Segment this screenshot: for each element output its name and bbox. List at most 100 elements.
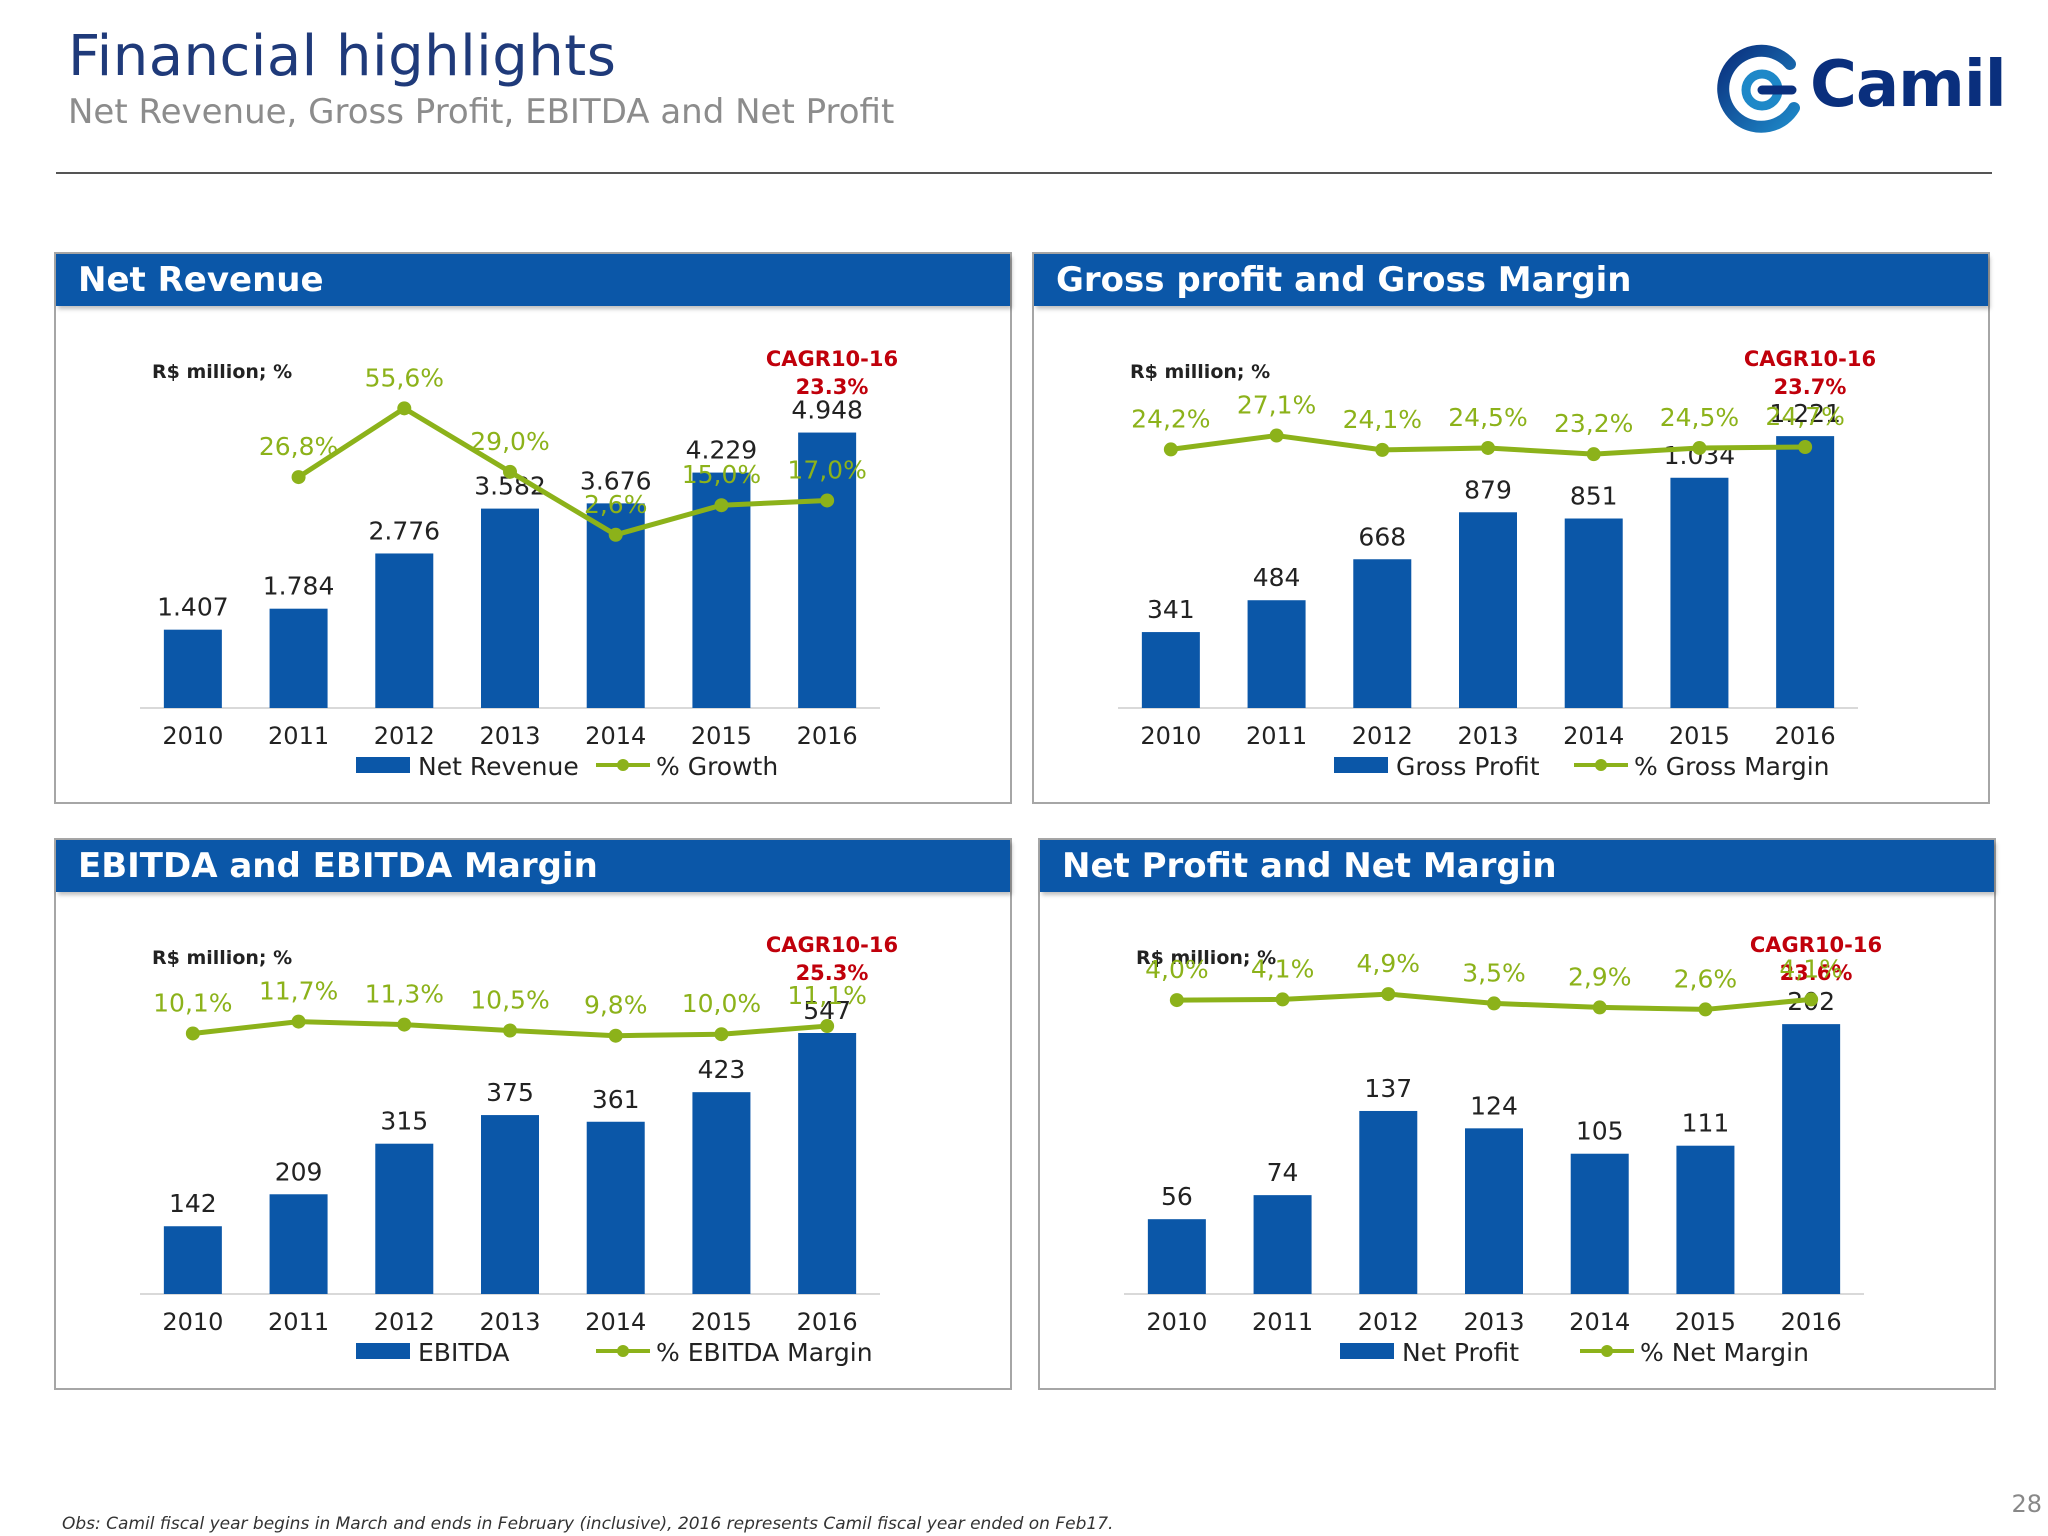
bar-data-label: 2.776 [368, 516, 440, 545]
bar [1141, 632, 1200, 708]
x-tick-label: 2016 [1781, 1308, 1842, 1336]
x-tick-label: 2015 [691, 722, 752, 750]
camil-logo: Camil [1712, 40, 2007, 140]
line-data-label: 10,1% [153, 988, 232, 1017]
bar [269, 1194, 328, 1294]
legend-bar-label: EBITDA [418, 1338, 510, 1367]
bar [798, 432, 857, 708]
bar-data-label: 879 [1464, 475, 1512, 504]
cagr-label: CAGR10-16 [766, 347, 898, 371]
line-point [1804, 992, 1819, 1007]
bar [1782, 1024, 1841, 1294]
unit-label: R$ million; % [1130, 361, 1270, 383]
bar-data-label: 209 [275, 1157, 323, 1186]
line-point [397, 1017, 412, 1032]
line-point [503, 1023, 517, 1038]
panel-header: Gross profit and Gross Margin [1034, 254, 1988, 306]
x-tick-label: 2011 [1246, 722, 1307, 750]
line-data-label: 10,0% [682, 989, 761, 1018]
bar-data-label: 111 [1682, 1109, 1730, 1138]
legend-bar-swatch [1334, 757, 1388, 773]
chart-ebitda: R$ million; % CAGR10-16 25.3% 142 2010 209 201… [140, 933, 898, 1367]
line-point [1592, 1000, 1607, 1015]
bar [269, 608, 328, 708]
line-point [1275, 992, 1290, 1007]
line-data-label: 29,0% [470, 427, 549, 456]
bar [1353, 559, 1412, 708]
line-point [1487, 996, 1501, 1011]
line-data-label: 26,8% [259, 432, 338, 461]
line-data-label: 24,5% [1448, 403, 1527, 432]
cagr-label: CAGR10-16 [766, 933, 898, 957]
page-subtitle: Net Revenue, Gross Profit, EBITDA and Ne… [68, 92, 895, 132]
line-data-label: 27,1% [1237, 391, 1316, 420]
cagr-label: CAGR10-16 [1744, 347, 1876, 371]
line-data-label: 2,6% [584, 490, 648, 519]
line-point [1381, 987, 1396, 1002]
x-tick-label: 2012 [1358, 1308, 1419, 1336]
x-tick-label: 2011 [268, 722, 329, 750]
x-tick-label: 2013 [1463, 1308, 1524, 1336]
unit-label: R$ million; % [1136, 947, 1276, 969]
footnote: Obs: Camil fiscal year begins in March a… [62, 1514, 1114, 1534]
panel-title: EBITDA and EBITDA Margin [78, 846, 598, 886]
panel-header: Net Profit and Net Margin [1040, 840, 1994, 892]
x-tick-label: 2010 [162, 722, 223, 750]
line-data-label: 4,1% [1779, 954, 1843, 983]
line-data-label: 4,1% [1251, 954, 1315, 983]
bar [481, 508, 539, 708]
legend-bar-swatch [356, 757, 410, 773]
panel-gross-profit: Gross profit and Gross Margin R$ million… [1032, 252, 1990, 804]
bar-data-label: 3.676 [580, 466, 652, 495]
bar-data-label: 105 [1576, 1117, 1624, 1146]
line-point [1586, 447, 1601, 462]
x-tick-label: 2012 [374, 722, 435, 750]
bar-data-label: 74 [1267, 1158, 1299, 1187]
bar-data-label: 4.948 [791, 396, 863, 425]
x-tick-label: 2013 [479, 722, 540, 750]
bar-data-label: 484 [1253, 563, 1301, 592]
x-tick-label: 2015 [1675, 1308, 1736, 1336]
legend-line-label: % Net Margin [1640, 1338, 1809, 1367]
bar [163, 629, 222, 708]
cagr-value: 25.3% [796, 961, 869, 985]
x-tick-label: 2016 [1775, 722, 1836, 750]
line-series [297, 405, 828, 538]
bar [1776, 436, 1835, 708]
legend-line-label: % Growth [656, 752, 778, 781]
x-tick-label: 2014 [585, 722, 646, 750]
bar [1465, 1128, 1523, 1294]
x-tick-label: 2012 [1352, 722, 1413, 750]
legend-line-marker [617, 759, 629, 771]
bar [1247, 600, 1306, 708]
line-point [397, 401, 412, 416]
line-data-label: 4,9% [1357, 949, 1421, 978]
x-tick-label: 2011 [268, 1308, 329, 1336]
x-tick-label: 2013 [1457, 722, 1518, 750]
legend-line-label: % EBITDA Margin [656, 1338, 873, 1367]
legend-bar-swatch [356, 1343, 410, 1359]
line-data-label: 10,5% [470, 986, 549, 1015]
cagr-value: 23.6% [1780, 961, 1853, 985]
cagr-label: CAGR10-16 [1750, 933, 1882, 957]
line-data-label: 17,0% [787, 455, 866, 484]
bar [798, 1033, 857, 1294]
x-tick-label: 2011 [1252, 1308, 1313, 1336]
bar [586, 1121, 645, 1294]
line-data-label: 23,2% [1554, 409, 1633, 438]
logo-wordmark: Camil [1810, 48, 2007, 122]
line-data-label: 11,7% [259, 977, 338, 1006]
bar-data-label: 423 [698, 1055, 746, 1084]
bar [1570, 1153, 1629, 1294]
x-tick-label: 2015 [691, 1308, 752, 1336]
line-point [820, 1019, 835, 1034]
x-tick-label: 2014 [1569, 1308, 1630, 1336]
x-tick-label: 2012 [374, 1308, 435, 1336]
bar [375, 553, 434, 708]
line-point [1698, 1002, 1713, 1017]
panel-net-profit: Net Profit and Net Margin R$ million; % C… [1038, 838, 1996, 1390]
line-data-label: 24,1% [1343, 405, 1422, 434]
line-point [291, 470, 306, 485]
bar-data-label: 341 [1147, 595, 1195, 624]
bar-data-label: 375 [486, 1078, 534, 1107]
